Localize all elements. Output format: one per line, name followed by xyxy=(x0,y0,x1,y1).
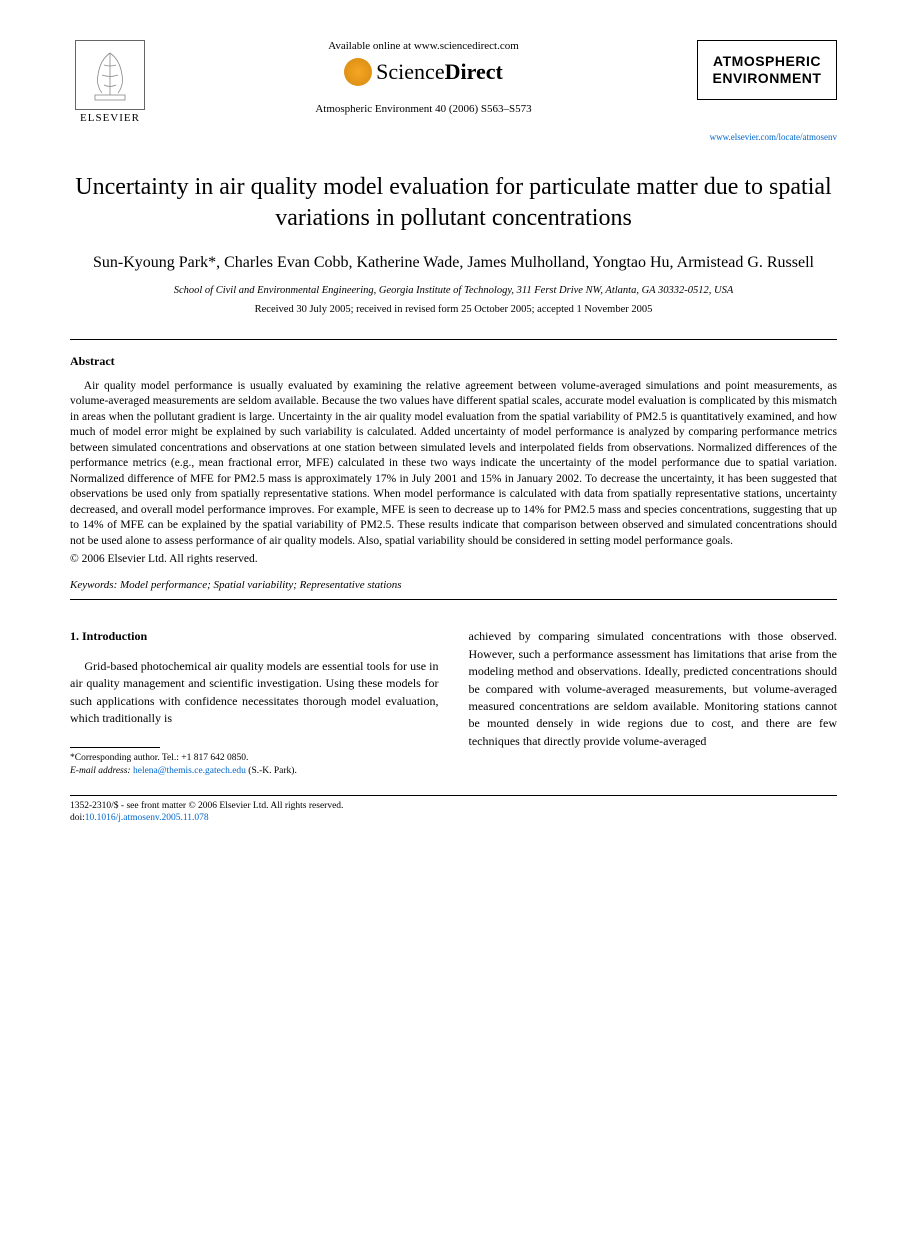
keywords-line: Keywords: Model performance; Spatial var… xyxy=(70,579,837,591)
footnote-rule xyxy=(70,747,160,748)
keywords-label: Keywords: xyxy=(70,579,117,591)
abstract-body: Air quality model performance is usually… xyxy=(70,379,837,550)
page-header: ELSEVIER Available online at www.science… xyxy=(70,40,837,124)
keywords-text: Model performance; Spatial variability; … xyxy=(117,579,401,591)
available-online-text: Available online at www.sciencedirect.co… xyxy=(170,40,677,52)
center-header: Available online at www.sciencedirect.co… xyxy=(150,40,697,115)
elsevier-label: ELSEVIER xyxy=(70,112,150,124)
sd-direct-text: Direct xyxy=(445,59,503,85)
keywords-bottom-rule xyxy=(70,599,837,600)
doi-link[interactable]: 10.1016/j.atmosenv.2005.11.078 xyxy=(85,813,209,823)
journal-reference: Atmospheric Environment 40 (2006) S563–S… xyxy=(170,103,677,115)
doi-label: doi: xyxy=(70,813,85,823)
footer-doi: doi:10.1016/j.atmosenv.2005.11.078 xyxy=(70,812,837,824)
author-email-link[interactable]: helena@themis.ce.gatech.edu xyxy=(133,766,246,776)
abstract-text-span: Air quality model performance is usually… xyxy=(70,380,837,547)
journal-homepage-link[interactable]: www.elsevier.com/locate/atmosenv xyxy=(70,132,837,142)
journal-name-box: ATMOSPHERIC ENVIRONMENT xyxy=(697,40,837,100)
journal-name-line1: ATMOSPHERIC xyxy=(706,53,828,70)
journal-box-wrapper: ATMOSPHERIC ENVIRONMENT xyxy=(697,40,837,100)
footer-front-matter: 1352-2310/$ - see front matter © 2006 El… xyxy=(70,800,837,812)
sd-science-text: Science xyxy=(376,59,444,85)
sciencedirect-icon xyxy=(344,58,372,86)
corresponding-author-footnote: *Corresponding author. Tel.: +1 817 642 … xyxy=(70,752,439,764)
introduction-heading: 1. Introduction xyxy=(70,628,439,645)
left-column: 1. Introduction Grid-based photochemical… xyxy=(70,628,439,777)
abstract-top-rule xyxy=(70,339,837,340)
email-label: E-mail address: xyxy=(70,766,131,776)
intro-paragraph-left: Grid-based photochemical air quality mod… xyxy=(70,658,439,728)
intro-paragraph-right: achieved by comparing simulated concentr… xyxy=(469,628,838,750)
elsevier-tree-icon xyxy=(75,40,145,110)
affiliation: School of Civil and Environmental Engine… xyxy=(70,285,837,296)
abstract-heading: Abstract xyxy=(70,354,837,369)
body-columns: 1. Introduction Grid-based photochemical… xyxy=(70,628,837,777)
article-dates: Received 30 July 2005; received in revis… xyxy=(70,304,837,315)
email-suffix: (S.-K. Park). xyxy=(246,766,297,776)
copyright-line: © 2006 Elsevier Ltd. All rights reserved… xyxy=(70,553,837,565)
authors-list: Sun-Kyoung Park*, Charles Evan Cobb, Kat… xyxy=(70,252,837,274)
sciencedirect-logo: ScienceDirect xyxy=(170,58,677,91)
journal-name-line2: ENVIRONMENT xyxy=(706,70,828,87)
footer-rule xyxy=(70,795,837,796)
email-footnote: E-mail address: helena@themis.ce.gatech.… xyxy=(70,765,439,777)
right-column: achieved by comparing simulated concentr… xyxy=(469,628,838,777)
elsevier-logo: ELSEVIER xyxy=(70,40,150,124)
article-title: Uncertainty in air quality model evaluat… xyxy=(70,172,837,234)
